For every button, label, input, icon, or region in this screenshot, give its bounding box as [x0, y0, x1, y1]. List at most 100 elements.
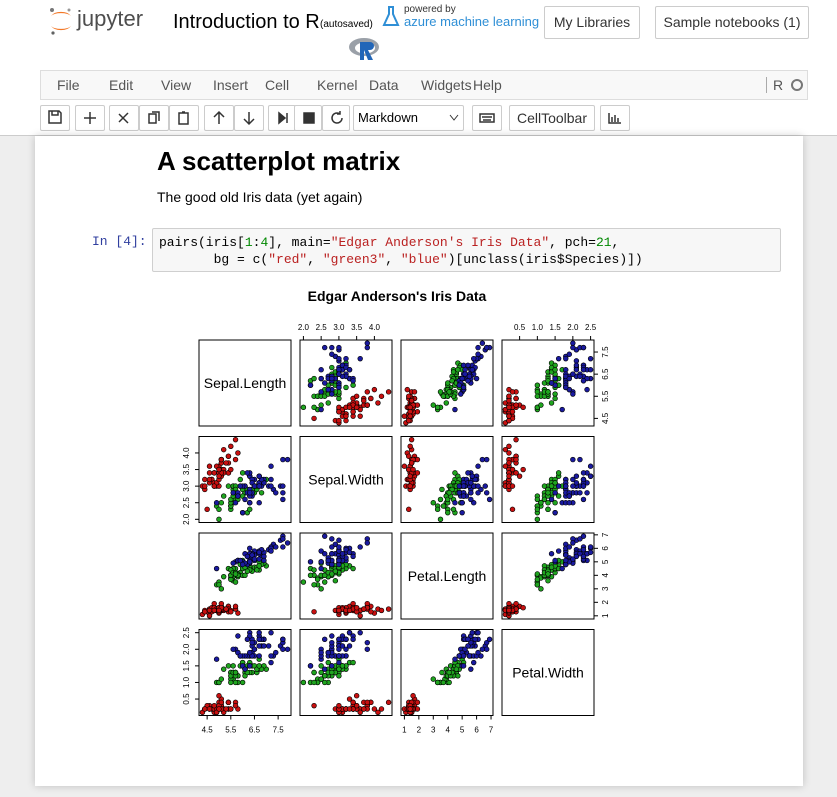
point: [479, 340, 486, 346]
notebook-title[interactable]: Introduction to R: [173, 11, 320, 33]
point: [534, 389, 541, 395]
toolbar-button[interactable]: [322, 105, 350, 131]
point: [336, 659, 342, 666]
point: [280, 490, 286, 496]
point: [261, 557, 267, 564]
celltoolbar-button[interactable]: CellToolbar: [509, 105, 595, 131]
toolbar-button[interactable]: [204, 105, 234, 131]
point: [336, 395, 342, 402]
point: [580, 533, 587, 539]
point: [430, 402, 436, 408]
toolbar-button[interactable]: [169, 105, 199, 131]
point: [329, 551, 335, 557]
point: [329, 669, 335, 676]
point: [318, 586, 324, 592]
point: [300, 579, 307, 585]
point: [555, 548, 562, 554]
toolbar-button[interactable]: [234, 105, 264, 131]
code-cell[interactable]: pairs(iris[1:4], main="Edgar Anderson's …: [152, 228, 781, 272]
point: [322, 572, 328, 579]
point: [350, 409, 356, 415]
point: [434, 506, 441, 513]
point: [506, 607, 512, 614]
point: [280, 536, 286, 542]
menu-item[interactable]: Help: [473, 77, 502, 93]
point: [563, 355, 569, 362]
point: [587, 367, 594, 373]
panel: [400, 339, 494, 427]
point: [232, 500, 239, 506]
point: [311, 679, 317, 686]
menu-item[interactable]: File: [57, 77, 80, 93]
point: [446, 669, 452, 676]
point: [545, 500, 551, 506]
point: [350, 378, 356, 384]
point: [202, 476, 208, 483]
point: [232, 669, 239, 676]
tick-label: 2.5: [316, 323, 328, 332]
point: [322, 579, 328, 585]
point: [460, 384, 467, 391]
point: [336, 673, 342, 679]
point: [475, 463, 481, 469]
point: [465, 636, 471, 643]
code-token: bg = c(: [159, 252, 269, 267]
toolbar-button[interactable]: [268, 105, 296, 131]
point: [484, 490, 490, 496]
toolbar-button[interactable]: [472, 105, 502, 131]
icon: [84, 112, 96, 124]
toolbar-button[interactable]: [40, 105, 70, 131]
point: [580, 553, 587, 560]
tick-label: 3.5: [182, 463, 191, 475]
point: [318, 548, 324, 554]
point: [237, 653, 243, 659]
my-libraries-button[interactable]: My Libraries: [544, 6, 640, 39]
point: [361, 397, 367, 404]
scatterplot-matrix: Edgar Anderson's Iris Data Sepal.Length 2…: [182, 288, 610, 735]
menu-item[interactable]: Kernel: [317, 77, 358, 93]
point: [580, 496, 587, 503]
point: [401, 413, 408, 419]
point: [465, 643, 471, 649]
point: [587, 544, 594, 550]
point: [206, 706, 213, 712]
point: [563, 384, 569, 391]
menu-item[interactable]: Data: [369, 77, 399, 93]
menu-item[interactable]: Cell: [265, 77, 290, 93]
point: [408, 397, 415, 404]
toolbar-button[interactable]: [294, 105, 322, 131]
toolbar-button[interactable]: [75, 105, 105, 131]
point: [440, 503, 447, 509]
point: [437, 496, 444, 503]
point: [364, 646, 370, 652]
toolbar-button[interactable]: [139, 105, 169, 131]
menu-item[interactable]: Widgets: [421, 77, 472, 93]
point: [573, 367, 580, 373]
point: [249, 639, 255, 646]
cell-type-select[interactable]: Markdown: [353, 105, 464, 131]
code-token: :: [252, 235, 261, 250]
point: [284, 646, 291, 652]
menu-item[interactable]: Insert: [213, 77, 249, 93]
panel: [400, 436, 494, 523]
panel: [501, 339, 595, 427]
point: [455, 367, 461, 373]
point: [239, 470, 246, 476]
icon-restart: [331, 111, 343, 124]
point: [343, 546, 349, 553]
point: [350, 565, 356, 572]
icon: [243, 112, 255, 126]
input-prompt: In [4]:: [92, 234, 147, 249]
point: [468, 490, 474, 496]
menu-item[interactable]: Edit: [109, 77, 134, 93]
toolbar-button[interactable]: [600, 105, 630, 131]
point: [300, 679, 307, 686]
point: [506, 460, 512, 466]
point: [322, 666, 328, 672]
menu-item[interactable]: View: [161, 77, 192, 93]
point: [462, 646, 468, 652]
point: [580, 367, 587, 373]
point: [230, 490, 236, 496]
toolbar-button[interactable]: [109, 105, 139, 131]
sample-notebooks-button[interactable]: Sample notebooks (1): [655, 6, 809, 39]
